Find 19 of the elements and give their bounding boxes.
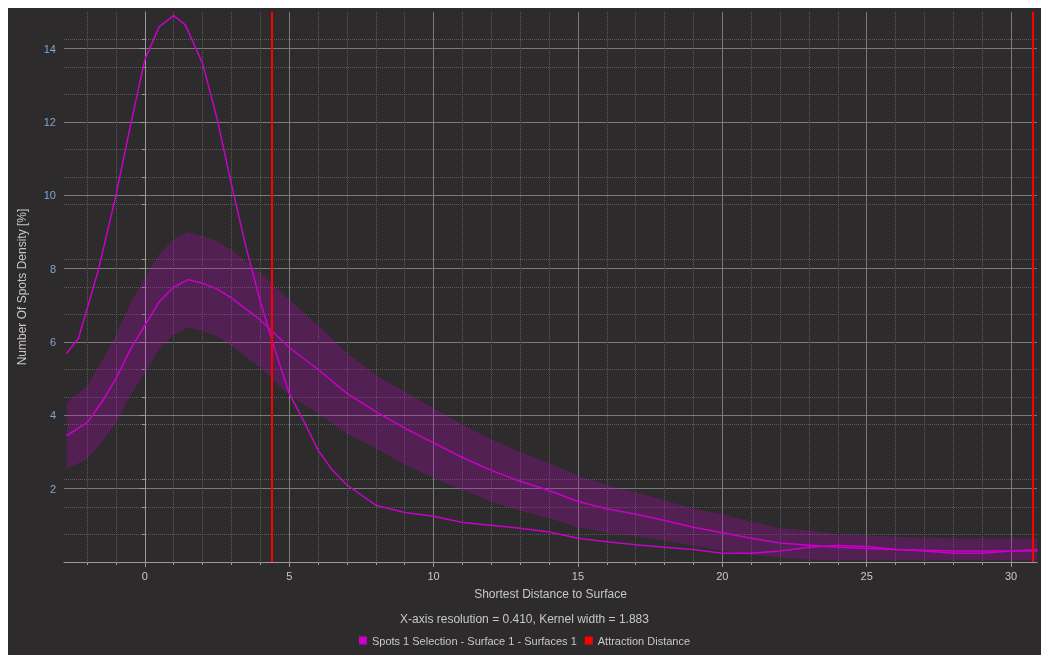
x-tick-label: 0 (141, 569, 148, 582)
x-tick-label: 25 (860, 569, 873, 582)
x-tick-label: 15 (571, 569, 585, 582)
x-tick-label: 20 (716, 569, 729, 582)
y-axis-title: Number Of Spots Density [%] (15, 208, 29, 366)
x-tick-label: 10 (427, 569, 440, 582)
x-tick-label: 5 (286, 569, 293, 582)
y-tick-label: 10 (43, 189, 56, 202)
legend-label: Spots 1 Selection - Surface 1 - Surfaces 1 (371, 634, 577, 647)
y-tick-label: 6 (49, 336, 56, 348)
x-tick-label: 30 (1004, 569, 1018, 582)
x-axis-title: Shortest Distance to Surface (474, 587, 628, 601)
y-tick-label: 12 (43, 116, 56, 128)
text: X-axis resolution = 0.410, Kernel width = 1.883 (400, 612, 650, 626)
legend-label: Attraction Distance (597, 634, 691, 647)
y-tick-label: 8 (49, 262, 56, 275)
y-tick-label: 2 (49, 482, 56, 495)
y-tick-label: 14 (43, 42, 56, 55)
y-tick-label: 4 (49, 409, 56, 422)
